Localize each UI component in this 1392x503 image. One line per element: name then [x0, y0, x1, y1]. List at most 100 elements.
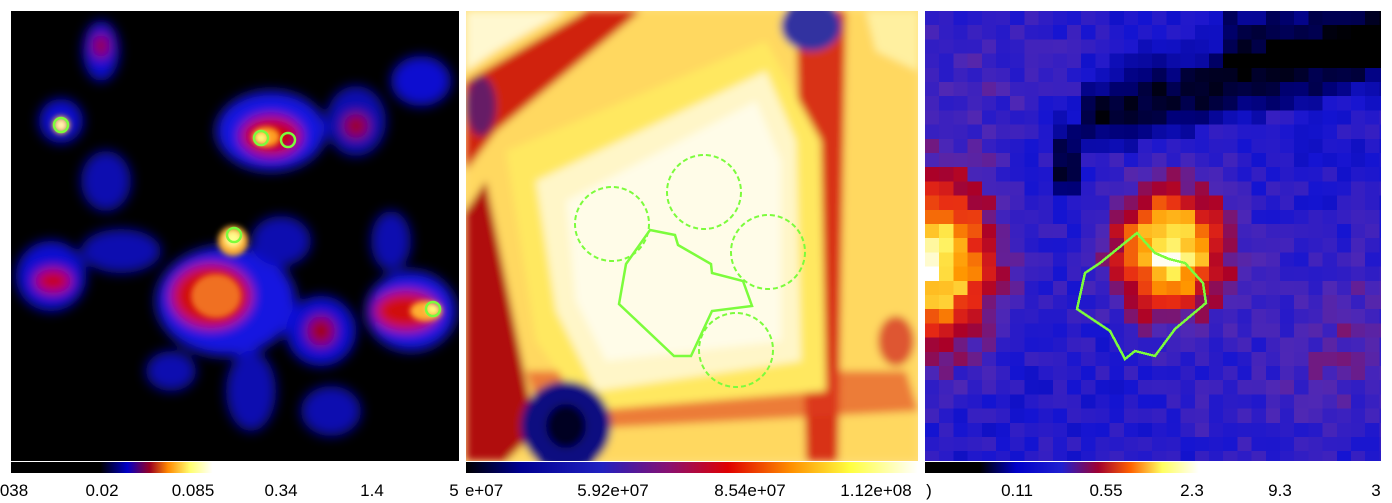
pixel-cell: [1336, 195, 1352, 211]
pixel-cell: [1194, 53, 1210, 69]
pixel-cell: [953, 67, 969, 83]
pixel-cell: [1052, 195, 1068, 211]
pixel-cell: [1308, 238, 1324, 253]
pixel-cell: [1336, 266, 1352, 282]
pixel-cell: [1010, 209, 1025, 225]
pixel-cell: [1209, 451, 1224, 461]
pixel-cell: [967, 252, 983, 268]
pixel-cell: [925, 224, 940, 239]
pixel-cell: [1052, 295, 1068, 310]
pixel-cell: [1351, 323, 1366, 339]
pixel-cell: [1152, 351, 1167, 367]
pixel-cell: [1336, 323, 1352, 339]
pixel-cell: [925, 138, 940, 154]
pixel-cell: [1081, 195, 1096, 211]
smoothed-map-panel: [11, 11, 459, 461]
pixel-cell: [967, 224, 983, 239]
pixel-cell: [1038, 337, 1054, 353]
pixel-cell: [1010, 11, 1025, 26]
pixel-cell: [1251, 238, 1267, 253]
pixel-cell: [996, 110, 1011, 126]
pixel-cell: [1322, 408, 1338, 424]
pixel-cell: [1038, 309, 1054, 324]
pixel-cell: [1010, 67, 1025, 83]
pixel-cell: [1095, 337, 1111, 353]
pixel-cell: [1308, 53, 1324, 69]
pixel-cell: [1265, 181, 1281, 197]
pixel-cell: [1336, 295, 1352, 310]
pixel-cell: [1336, 67, 1352, 83]
pixel-cell: [1152, 11, 1167, 26]
pixel-cell: [1322, 394, 1338, 410]
pixel-cell: [981, 138, 997, 154]
pixel-cell: [953, 181, 969, 197]
pixel-cell: [1109, 195, 1125, 211]
pixel-cell: [1194, 67, 1210, 83]
pixel-cell: [953, 422, 969, 438]
pixel-cell: [1336, 138, 1352, 154]
pixel-cell: [1138, 238, 1153, 253]
pixel-cell: [1109, 380, 1125, 395]
pixel-cell: [1336, 181, 1352, 197]
pixel-cell: [967, 437, 983, 452]
pixel-cell: [1351, 380, 1366, 395]
pixel-cell: [1294, 408, 1309, 424]
pixel-cell: [1180, 380, 1196, 395]
pixel-cell: [1223, 266, 1238, 282]
pixel-cell: [1010, 53, 1025, 69]
pixel-cell: [1351, 266, 1366, 282]
pixel-cell: [1109, 110, 1125, 126]
pixel-cell: [1166, 266, 1182, 282]
pixel-cell: [1336, 53, 1352, 69]
exposure-map-panel: [466, 11, 918, 461]
pixel-cell: [1251, 82, 1267, 97]
pixel-cell: [967, 238, 983, 253]
pixel-cell: [939, 124, 954, 140]
pixel-cell: [1336, 39, 1352, 55]
pixel-cell: [1038, 53, 1054, 69]
pixel-cell: [1322, 39, 1338, 55]
pixel-cell: [1024, 422, 1040, 438]
pixel-cell: [1123, 167, 1139, 182]
pixel-cell: [939, 451, 954, 461]
pixel-cell: [1152, 280, 1167, 296]
pixel-cell: [1010, 110, 1025, 126]
pixel-cell: [1351, 408, 1366, 424]
pixel-cell: [1010, 252, 1025, 268]
pixel-cell: [1280, 110, 1295, 126]
pixel-cell: [981, 422, 997, 438]
pixel-cell: [967, 167, 983, 182]
pixel-cell: [981, 124, 997, 140]
pixel-cell: [1322, 25, 1338, 40]
pixel-cell: [1209, 366, 1224, 381]
pixel-cell: [1351, 124, 1366, 140]
pixel-cell: [1294, 153, 1309, 168]
pixel-cell: [1294, 96, 1309, 111]
pixel-cell: [1194, 110, 1210, 126]
pixel-cell: [981, 437, 997, 452]
pixel-cell: [1322, 124, 1338, 140]
pixel-cell: [1138, 195, 1153, 211]
pixel-cell: [1024, 11, 1040, 26]
colorbar-2-tick: e+07: [466, 481, 504, 500]
pixel-cell: [1251, 39, 1267, 55]
pixel-cell: [925, 110, 940, 126]
pixel-cell: [1308, 280, 1324, 296]
pixel-cell: [1365, 82, 1380, 97]
pixel-cell: [953, 337, 969, 353]
pixel-cell: [1038, 422, 1054, 438]
pixel-cell: [1308, 394, 1324, 410]
pixel-cell: [1067, 53, 1082, 69]
pixel-cell: [1365, 380, 1380, 395]
pixel-cell: [1351, 295, 1366, 310]
pixel-cell: [1123, 437, 1139, 452]
pixel-cell: [1365, 11, 1380, 26]
pixel-cell: [925, 366, 940, 381]
pixel-cell: [1038, 209, 1054, 225]
pixel-cell: [1194, 408, 1210, 424]
pixel-cell: [1067, 280, 1082, 296]
pixel-cell: [953, 295, 969, 310]
pixel-cell: [1280, 451, 1295, 461]
pixel-cell: [1024, 82, 1040, 97]
pixel-cell: [1265, 280, 1281, 296]
